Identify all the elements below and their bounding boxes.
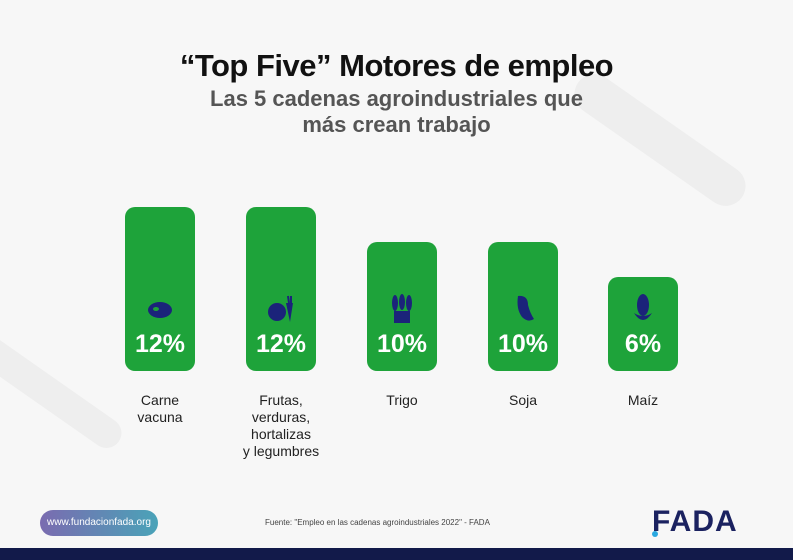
category-label: Trigo (342, 392, 462, 409)
data-label: 12% (134, 330, 186, 358)
category-label-line: Frutas, (259, 392, 303, 408)
footer-bar (0, 548, 793, 560)
bar-3: 10% (367, 242, 437, 371)
data-label: 12% (255, 330, 307, 358)
bar-2: 12% (246, 207, 316, 371)
bar-4: 10% (488, 242, 558, 371)
logo-text: FADA (652, 505, 738, 538)
category-label-line: vacuna (137, 409, 183, 425)
bar-5: 6% (608, 277, 678, 371)
category-label: Frutas, verduras, hortalizas y legumbres (221, 392, 341, 460)
category-label-line: Maíz (627, 392, 659, 408)
page-title: “Top Five” Motores de empleo (179, 48, 614, 83)
category-label-line: hortalizas (251, 426, 311, 442)
category-label: Maíz (583, 392, 703, 409)
corn-icon (634, 294, 652, 320)
data-label: 10% (497, 330, 549, 358)
website-link[interactable]: www.fundacionfada.org (40, 510, 158, 536)
source-note: Fuente: "Empleo en las cadenas agroindus… (265, 518, 490, 527)
category-label-line: Carne (140, 392, 180, 408)
background-decoration (0, 326, 128, 454)
category-label: Carne vacuna (100, 392, 220, 426)
logo-dot (652, 531, 658, 537)
apple-carrot-icon (268, 295, 293, 322)
category-label-line: Trigo (386, 392, 418, 408)
fada-logo: FADA (652, 505, 738, 539)
category-label-line: Soja (508, 392, 538, 408)
steak-icon (148, 302, 172, 318)
category-label: Soja (463, 392, 583, 409)
data-label: 6% (624, 330, 662, 358)
subtitle-line: Las 5 cadenas agroindustriales que (210, 86, 583, 111)
category-label-line: y legumbres (242, 443, 320, 459)
page-subtitle: Las 5 cadenas agroindustriales que más c… (0, 86, 793, 138)
bar-1: 12% (125, 207, 195, 371)
soy-icon (517, 295, 534, 321)
category-label-line: verduras, (251, 409, 311, 425)
subtitle-line: más crean trabajo (302, 112, 491, 137)
data-label: 10% (376, 330, 428, 358)
wheat-icon (392, 294, 412, 323)
